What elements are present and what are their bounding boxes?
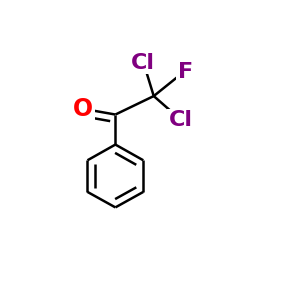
Text: F: F [178, 62, 193, 82]
Text: O: O [73, 97, 93, 121]
Text: Cl: Cl [169, 110, 193, 130]
Text: Cl: Cl [131, 52, 155, 73]
